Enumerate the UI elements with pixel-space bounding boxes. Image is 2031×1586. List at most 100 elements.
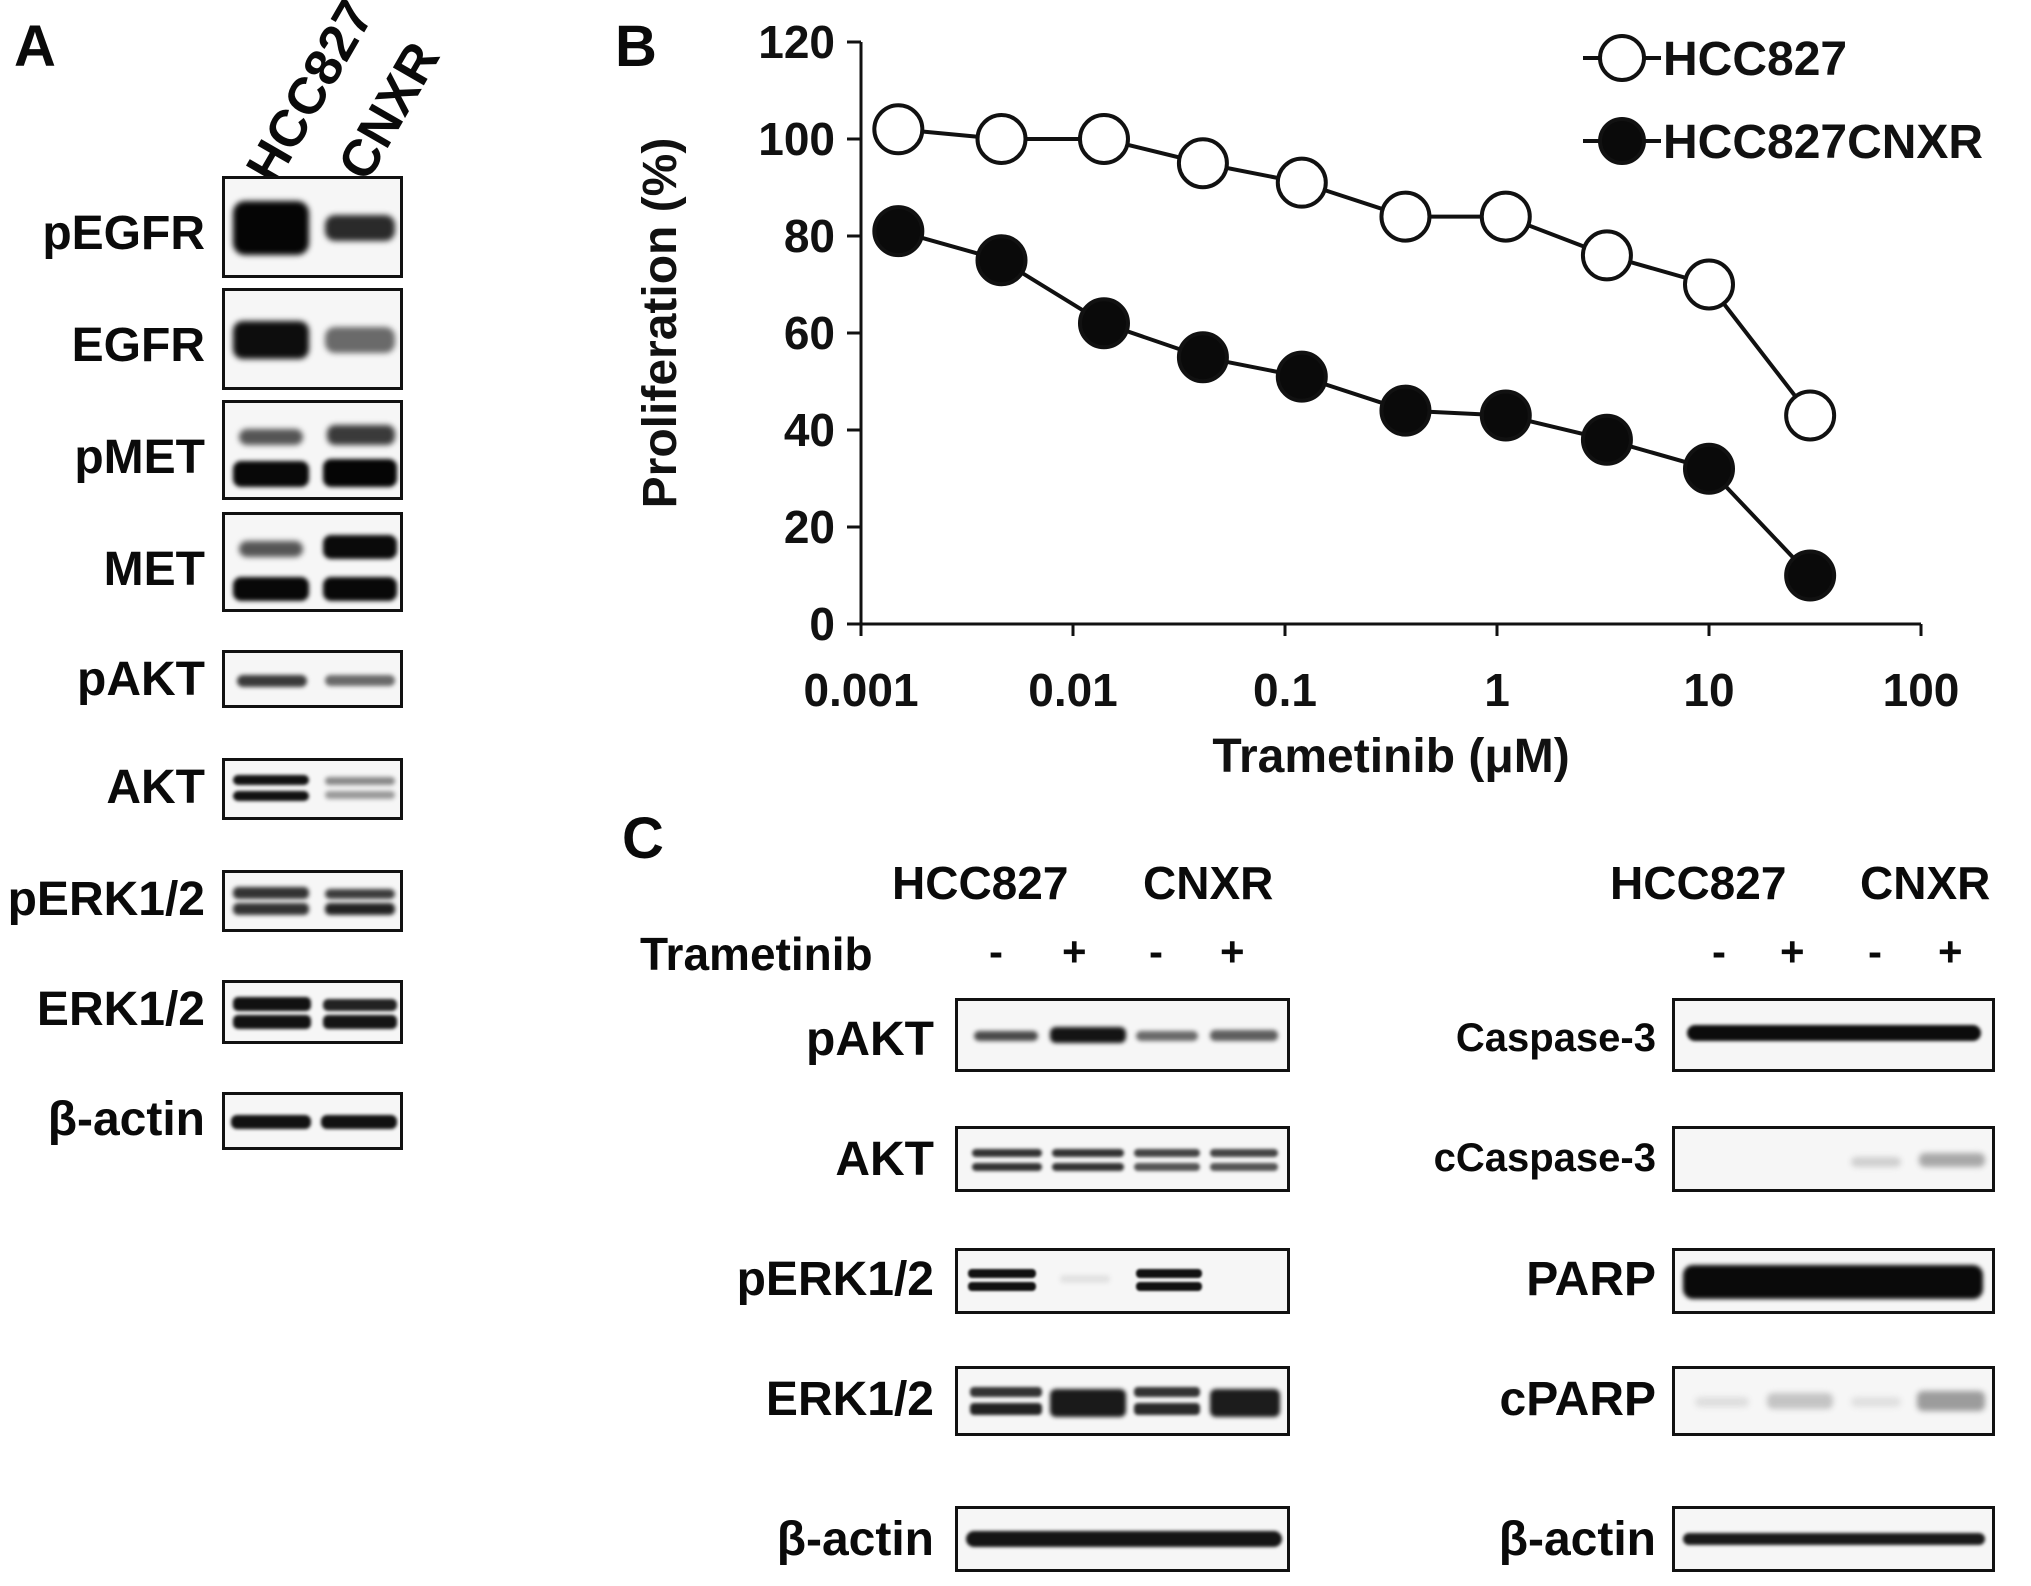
band <box>233 201 309 255</box>
panel-a-letter: A <box>14 14 56 79</box>
blot-pegfr <box>222 176 403 278</box>
band <box>1052 1163 1124 1171</box>
c-blot-pakt <box>955 998 1290 1072</box>
blot-label-egfr: EGFR <box>71 319 205 372</box>
band <box>233 461 309 487</box>
y-tick-label: 120 <box>758 16 835 68</box>
c-blot-label-akt: AKT <box>835 1133 934 1186</box>
data-point-2 <box>1479 389 1532 442</box>
band <box>325 889 395 899</box>
band <box>1060 1275 1110 1283</box>
y-tick-label: 40 <box>784 404 835 456</box>
blot-akt <box>222 758 403 820</box>
x-tick-label: 0.1 <box>1253 664 1317 716</box>
data-point-2 <box>1379 384 1432 437</box>
blot-perk <box>222 870 403 932</box>
band <box>1919 1153 1985 1167</box>
c-right-sign-3: - <box>1868 928 1882 975</box>
y-tick-label: 100 <box>758 113 835 165</box>
legend-marker-2 <box>1598 117 1646 165</box>
blot-label-pmet: pMET <box>74 431 205 484</box>
data-point-1 <box>1275 156 1328 209</box>
band <box>1134 1403 1200 1415</box>
y-tick-label: 60 <box>784 307 835 359</box>
band <box>323 535 397 559</box>
c-left-sign-2: + <box>1062 928 1087 975</box>
x-tick-label: 1 <box>1484 664 1510 716</box>
band <box>1134 1387 1200 1397</box>
data-point-2 <box>1683 442 1735 495</box>
band <box>239 429 303 445</box>
blot-label-actin: β-actin <box>47 1093 205 1146</box>
blot-actin <box>222 1092 403 1150</box>
data-point-2 <box>1784 549 1837 602</box>
band <box>974 1031 1038 1041</box>
data-point-2 <box>1275 350 1328 403</box>
band <box>1767 1393 1833 1409</box>
band <box>1136 1269 1202 1278</box>
band <box>323 1015 397 1029</box>
band <box>1210 1030 1278 1041</box>
treatment-label: Trametinib <box>640 928 873 980</box>
data-point-2 <box>975 234 1028 287</box>
c-left-sign-1: - <box>989 928 1003 975</box>
c-left-cell-hcc827: HCC827 <box>892 857 1069 909</box>
data-point-2 <box>1580 413 1633 466</box>
band <box>1210 1163 1278 1171</box>
band <box>1210 1149 1278 1157</box>
panel-c-letter: C <box>622 806 664 871</box>
band <box>1851 1397 1901 1407</box>
band <box>323 459 397 487</box>
y-tick-label: 80 <box>784 210 835 262</box>
c-right-sign-4: + <box>1938 928 1963 975</box>
x-tick-label: 100 <box>1883 664 1960 716</box>
data-point-2 <box>872 205 925 258</box>
blot-label-erk: ERK1/2 <box>36 983 205 1036</box>
band <box>233 321 309 359</box>
band <box>325 903 395 915</box>
c-blot-label-actin: β-actin <box>776 1513 934 1566</box>
band <box>239 541 303 557</box>
band <box>966 1531 1282 1547</box>
band <box>233 887 309 899</box>
y-axis-title: Proliferation (%) <box>634 138 687 509</box>
band <box>968 1282 1036 1291</box>
series-line-2 <box>897 229 1812 577</box>
c-blot-label-actin-right: β-actin <box>1498 1513 1656 1566</box>
band <box>1851 1157 1901 1167</box>
c-blot-cparp <box>1672 1366 1995 1436</box>
proliferation-chart: 0 20 40 60 80 100 120 0.001 0.01 0.1 1 10 100 Trameti… <box>634 16 1983 783</box>
c-right-cell-cnxr: CNXR <box>1860 857 1991 909</box>
blot-label-pegfr: pEGFR <box>42 207 205 260</box>
band <box>237 675 307 687</box>
band <box>970 1403 1042 1415</box>
y-tick-label: 0 <box>809 598 835 650</box>
band <box>233 791 309 801</box>
data-point-1 <box>975 113 1028 165</box>
c-blot-label-cparp: cPARP <box>1499 1373 1657 1426</box>
series-line-1 <box>898 127 1812 417</box>
band <box>325 791 395 799</box>
c-blot-label-parp: PARP <box>1526 1253 1656 1306</box>
data-point-1 <box>1379 190 1432 243</box>
data-point-1 <box>1580 229 1633 282</box>
c-blot-label-ccaspase3: cCaspase-3 <box>1433 1136 1656 1180</box>
blot-label-akt: AKT <box>106 761 205 814</box>
c-blot-actin <box>955 1506 1290 1572</box>
band <box>233 775 309 785</box>
band <box>1687 1025 1981 1041</box>
blot-label-met: MET <box>103 543 205 596</box>
c-blot-parp <box>1672 1248 1995 1314</box>
c-right-sign-1: - <box>1712 928 1726 975</box>
band <box>1136 1031 1198 1041</box>
c-right-sign-2: + <box>1780 928 1805 975</box>
band <box>325 215 395 241</box>
band <box>1050 1027 1126 1043</box>
legend-marker-1 <box>1598 34 1646 82</box>
band <box>325 327 395 353</box>
data-point-2 <box>1176 331 1229 384</box>
data-point-1 <box>1077 113 1130 165</box>
blot-label-pakt: pAKT <box>77 653 205 706</box>
band <box>231 1115 311 1129</box>
band <box>323 999 397 1011</box>
